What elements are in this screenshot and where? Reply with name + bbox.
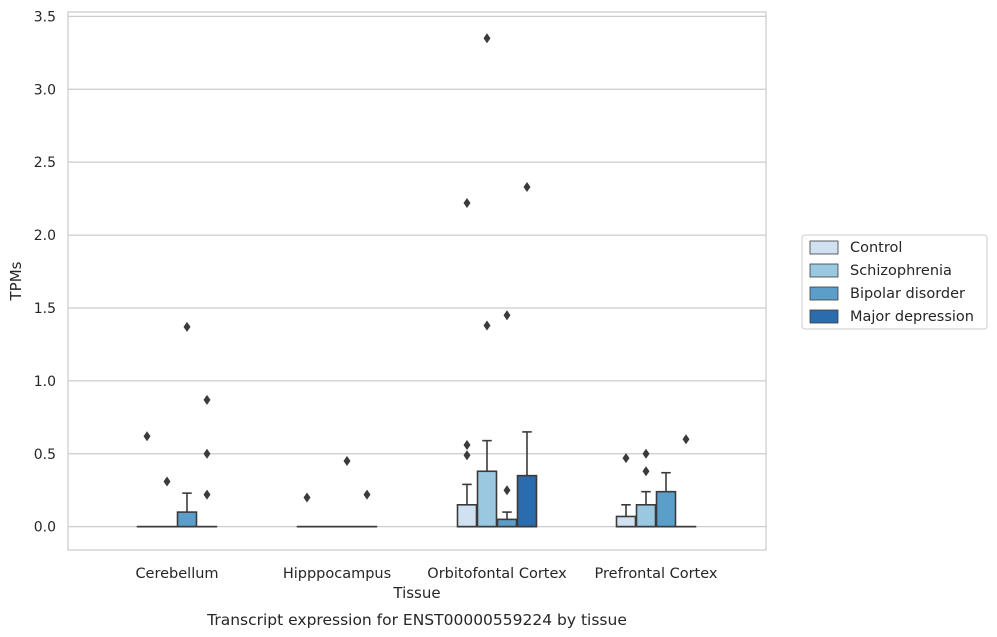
x-axis-label: Tissue <box>392 584 440 602</box>
outlier-point <box>503 310 511 321</box>
chart-title: Transcript expression for ENST0000055922… <box>206 611 627 629</box>
box-group <box>615 453 637 528</box>
outlier-point <box>203 489 211 500</box>
outlier-point <box>463 197 471 208</box>
outlier-point <box>642 448 650 459</box>
outlier-point <box>463 440 471 451</box>
legend: Control Schizophrenia Bipolar disorder Majo… <box>801 234 988 330</box>
outlier-point <box>642 466 650 477</box>
outlier-point <box>483 320 491 331</box>
legend-label: Major depression <box>850 309 974 325</box>
y-axis-label: TPMs <box>7 261 25 301</box>
outlier-point <box>163 476 171 487</box>
box <box>655 490 677 528</box>
legend-label: Control <box>850 240 902 256</box>
legend-swatch <box>809 286 839 301</box>
box <box>516 474 538 528</box>
box-group <box>156 476 178 528</box>
axis-ticks: 0.0 0.5 1.0 1.5 2.0 2.5 3.0 3.5 Cerebellum Hipppo… <box>34 9 718 582</box>
y-tick-label: 1.0 <box>34 374 56 390</box>
outlier-point <box>503 485 511 496</box>
box <box>615 515 637 528</box>
y-tick-label: 1.5 <box>34 301 56 317</box>
outlier-point <box>143 431 151 442</box>
outlier-point <box>622 453 630 464</box>
x-tick-label: Cerebellum <box>135 566 218 582</box>
outlier-point <box>343 456 351 467</box>
box <box>456 504 478 528</box>
legend-swatch <box>809 309 839 324</box>
box-group <box>655 471 677 528</box>
outlier-point <box>363 489 371 500</box>
box-group <box>296 492 318 528</box>
outlier-point <box>463 450 471 461</box>
outlier-point <box>523 181 531 192</box>
box-group <box>635 448 657 528</box>
legend-swatch <box>809 240 839 255</box>
outlier-point <box>303 492 311 503</box>
x-tick-label: Hipppocampus <box>283 566 391 582</box>
x-tick-label: Prefrontal Cortex <box>595 566 718 582</box>
x-tick-label: Orbitofontal Cortex <box>427 566 567 582</box>
y-tick-label: 0.0 <box>34 520 56 536</box>
outlier-point <box>682 434 690 445</box>
box <box>496 518 518 528</box>
box <box>476 470 498 528</box>
y-tick-label: 2.0 <box>34 228 56 244</box>
legend-label: Schizophrenia <box>850 263 952 279</box>
y-tick-label: 2.5 <box>34 155 56 171</box>
box-group <box>136 431 158 528</box>
plot-area-frame <box>67 11 767 551</box>
box-group <box>675 434 697 528</box>
box-group <box>456 197 478 528</box>
outlier-point <box>483 33 491 44</box>
y-tick-label: 3.0 <box>34 82 56 98</box>
box-group <box>496 310 518 528</box>
outlier-point <box>203 394 211 405</box>
legend-swatch <box>809 263 839 278</box>
box <box>635 504 657 528</box>
box-marks <box>136 33 697 528</box>
grid-lines <box>68 15 766 528</box>
box-group <box>336 456 358 528</box>
box-group <box>476 33 498 528</box>
outlier-point <box>183 321 191 332</box>
outlier-point <box>203 448 211 459</box>
legend-frame <box>801 234 988 330</box>
box-group <box>516 181 538 528</box>
box-group <box>356 489 378 528</box>
y-tick-label: 0.5 <box>34 447 56 463</box>
box <box>176 511 198 528</box>
y-tick-label: 3.5 <box>34 9 56 25</box>
box-group <box>176 321 198 528</box>
legend-label: Bipolar disorder <box>850 286 965 302</box>
box-group <box>196 394 218 528</box>
